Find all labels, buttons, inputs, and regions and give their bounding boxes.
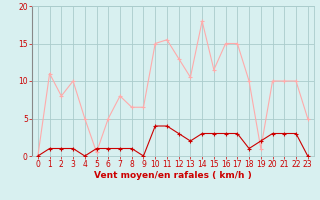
X-axis label: Vent moyen/en rafales ( km/h ): Vent moyen/en rafales ( km/h ) <box>94 171 252 180</box>
